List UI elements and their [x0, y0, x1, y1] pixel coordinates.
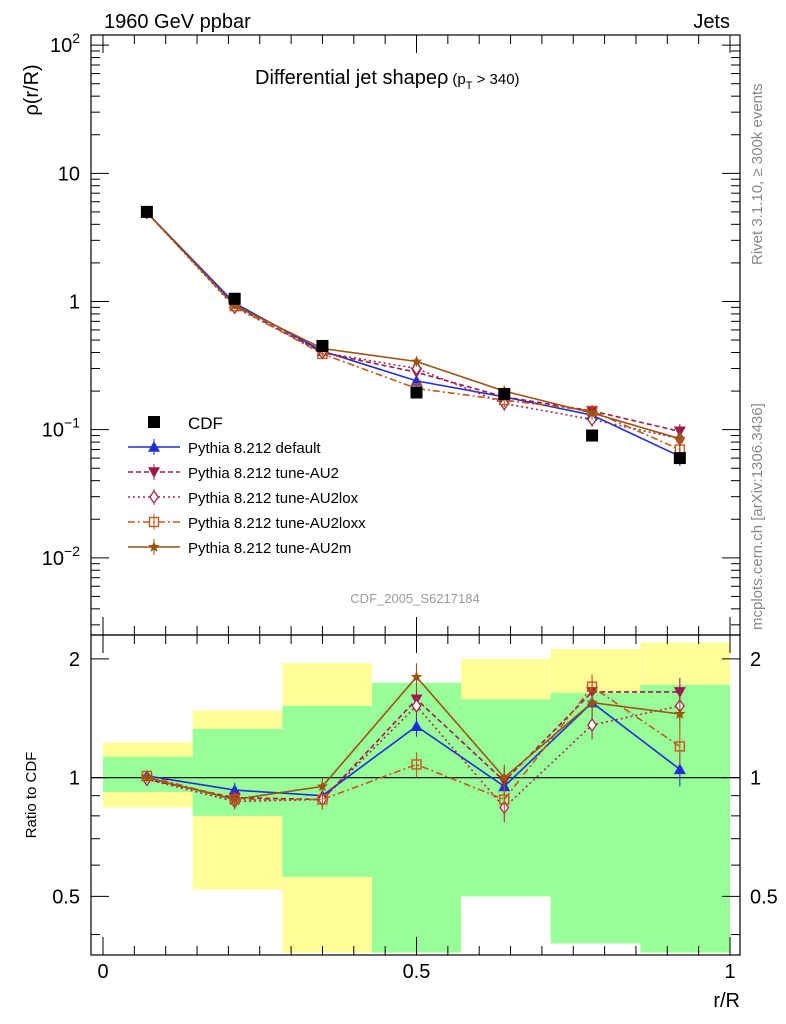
- legend-marker: [148, 441, 160, 452]
- legend: CDF Pythia 8.212 default Pythia 8.212 tune…: [128, 414, 366, 557]
- ratio-point: [586, 696, 598, 708]
- legend-marker: [148, 467, 160, 478]
- legend-marker: [148, 541, 160, 552]
- ratio-point: [411, 698, 422, 714]
- legend-marker: [149, 489, 159, 505]
- band-green: [640, 684, 730, 953]
- main-x-axis: [102, 35, 731, 635]
- main-title-sub: (p: [452, 71, 465, 88]
- legend-cdf-marker: [148, 416, 160, 428]
- main-title-sub-index: T: [466, 80, 473, 92]
- ratio-y-tick-label-right: 1: [750, 768, 761, 790]
- y-tick-label-base: 1: [69, 291, 80, 313]
- y-tick-label-exponent: −1: [64, 415, 80, 431]
- ratio-y-tick-label-left: 0.5: [52, 886, 80, 908]
- ratio-point: [674, 708, 686, 719]
- ratio-point: [141, 771, 153, 783]
- series-line: [146, 211, 681, 451]
- x-tick-label: 1: [724, 961, 735, 983]
- y-tick-label-base: 10: [42, 420, 64, 442]
- ratio-y-tick-label-right: 0.5: [750, 886, 778, 908]
- ratio-y-axis-label: Ratio to CDF: [23, 752, 40, 839]
- ratio-point: [228, 784, 241, 795]
- x-axis-label: r/R: [713, 990, 740, 1012]
- y-tick-label-exponent: −2: [64, 543, 80, 559]
- data-point: [586, 406, 598, 418]
- cdf-point: [410, 386, 423, 399]
- data-point: [410, 355, 423, 367]
- legend-label: Pythia 8.212 tune-AU2: [188, 465, 339, 482]
- main-y-axis-label: ρ(r/R): [21, 64, 43, 115]
- ratio-point: [228, 793, 241, 805]
- cdf-point: [316, 339, 329, 352]
- main-title: Differential jet shapeρ (pT > 340): [255, 67, 520, 92]
- legend-label: Pythia 8.212 default: [188, 440, 321, 457]
- y-tick-label: 10: [58, 163, 80, 185]
- y-tick-label-exponent: 2: [72, 30, 80, 46]
- ratio-point: [674, 741, 686, 752]
- cdf-point: [140, 205, 153, 218]
- legend-marker: [148, 516, 160, 528]
- uncertainty-bands: [103, 642, 730, 953]
- ratio-y-axis: 0.5 0.5 1 1 2 2: [52, 649, 778, 936]
- y-tick-label: 102: [50, 30, 80, 57]
- main-title-sub-tail: > 340): [472, 71, 519, 88]
- cdf-point: [586, 429, 599, 442]
- legend-label-cdf: CDF: [188, 414, 223, 433]
- main-title-text: Differential jet shapeρ: [255, 67, 448, 89]
- data-point: [410, 374, 423, 386]
- cdf-point: [673, 452, 686, 465]
- cdf-data: [140, 205, 686, 465]
- ratio-point: [410, 720, 423, 732]
- ratio-point: [411, 759, 422, 770]
- series-1: [140, 207, 686, 441]
- ratio-plot-area: [91, 642, 740, 953]
- y-tick-label: 10−1: [42, 415, 80, 442]
- ratio-point: [316, 780, 329, 792]
- ratio-point: [498, 771, 510, 783]
- series-line: [146, 211, 680, 440]
- ratio-series-4: [141, 663, 686, 808]
- x-tick-label: 0: [97, 961, 108, 983]
- legend-label: Pythia 8.212 tune-AU2lox: [188, 490, 359, 507]
- ratio-y-tick-label-right: 2: [750, 649, 761, 671]
- ratio-point: [499, 794, 510, 805]
- cdf-point: [498, 387, 511, 400]
- rivet-version-label: Rivet 3.1.10, ≥ 300k events: [749, 83, 766, 265]
- ratio-point: [673, 763, 686, 775]
- series-line: [146, 211, 681, 458]
- ratio-panel: 0.5 0.51 12 2 0 0.5 1 Ratio to CDF r/R: [23, 634, 778, 1012]
- y-tick-label: 10−2: [42, 543, 80, 570]
- legend-label: Pythia 8.212 tune-AU2m: [188, 540, 351, 557]
- series-4: [141, 206, 686, 448]
- ratio-frame: [90, 634, 741, 956]
- watermark: CDF_2005_S6217184: [350, 591, 479, 606]
- data-point: [411, 361, 422, 376]
- series-line: [146, 211, 680, 433]
- y-tick-label-base: 10: [50, 35, 72, 57]
- ratio-y-tick-label-left: 2: [69, 649, 80, 671]
- cdf-point: [228, 292, 241, 305]
- ratio-x-axis: 0 0.5 1: [97, 635, 736, 983]
- y-tick-label: 1: [69, 291, 80, 313]
- data-point: [674, 432, 686, 444]
- header-process-label: Jets: [693, 11, 730, 33]
- legend-label: Pythia 8.212 tune-AU2loxx: [188, 515, 366, 532]
- band-green: [550, 692, 641, 944]
- y-tick-label-base: 10: [58, 163, 80, 185]
- ratio-y-tick-label-left: 1: [69, 768, 80, 790]
- ratio-point: [587, 717, 598, 733]
- series-line: [146, 211, 681, 440]
- x-tick-label: 0.5: [403, 961, 431, 983]
- main-plot-area: [140, 205, 686, 467]
- data-point: [228, 299, 241, 311]
- mcplots-label: mcplots.cern.ch [arXiv:1306.3436]: [749, 403, 766, 630]
- header-energy-label: 1960 GeV ppbar: [104, 11, 251, 33]
- ratio-point: [410, 670, 423, 682]
- y-tick-label-base: 10: [42, 548, 64, 570]
- series-2: [141, 205, 685, 448]
